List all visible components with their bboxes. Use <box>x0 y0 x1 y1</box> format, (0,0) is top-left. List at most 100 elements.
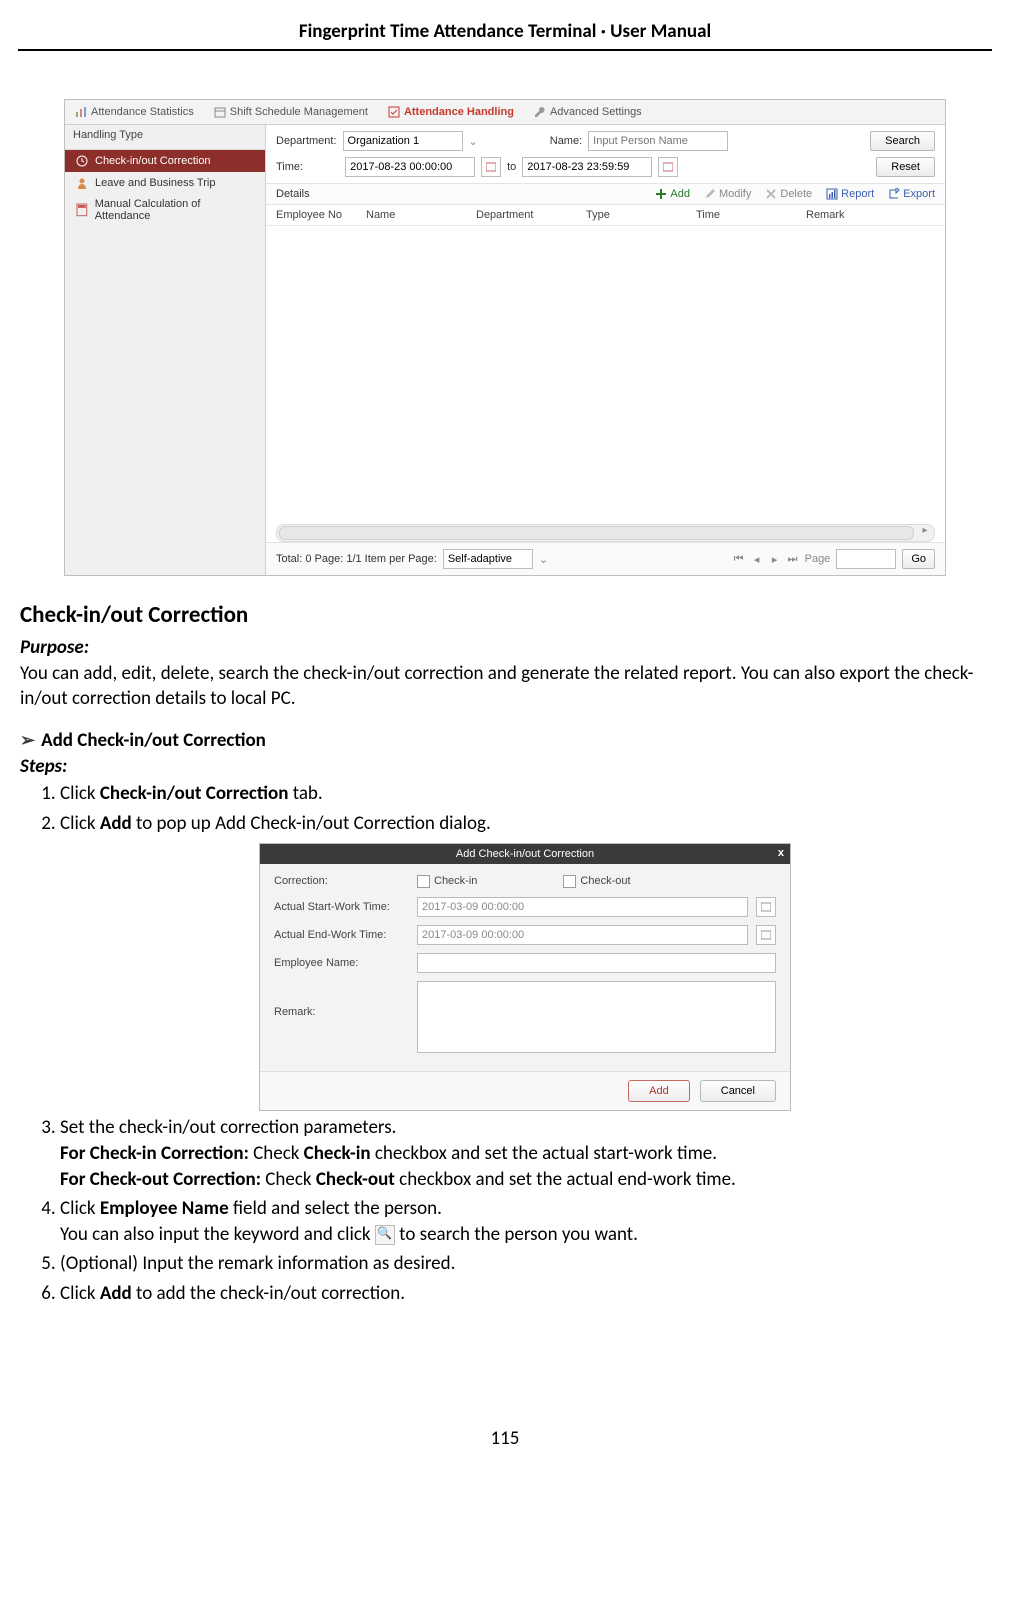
horizontal-scrollbar[interactable]: ◂ ▸ <box>276 524 935 542</box>
tab-advanced-settings[interactable]: Advanced Settings <box>524 100 652 124</box>
scroll-right-icon[interactable]: ▸ <box>918 525 932 539</box>
checkbox-icon <box>563 875 576 888</box>
text: Set the check-in/out correction paramete… <box>60 1116 396 1139</box>
checkin-label: Check-in <box>434 874 477 889</box>
step-4: Click Employee Name field and select the… <box>60 1196 990 1247</box>
status-total: Total: 0 Page: 1/1 Item per Page: <box>276 553 437 565</box>
text-bold: For Check-out Correction: <box>60 1168 265 1191</box>
page-nav: ⏮ ◂ ▸ ⏭ Page Go <box>733 549 935 569</box>
text: to search the person you want. <box>395 1223 638 1246</box>
dialog-cancel-button[interactable]: Cancel <box>700 1080 776 1102</box>
export-label: Export <box>903 188 935 200</box>
name-label: Name: <box>550 135 582 147</box>
calculator-icon <box>75 203 89 217</box>
employee-name-input[interactable] <box>417 953 776 973</box>
tab-attendance-statistics[interactable]: Attendance Statistics <box>65 100 204 124</box>
calendar-icon[interactable] <box>756 897 776 917</box>
text: Click <box>60 812 100 835</box>
tab-label: Attendance Handling <box>404 106 514 118</box>
text-bold: For Check-in Correction: <box>60 1142 253 1165</box>
reset-button[interactable]: Reset <box>876 157 935 177</box>
step-2: Click Add to pop up Add Check-in/out Cor… <box>60 811 990 1111</box>
steps-list: Click Check-in/out Correction tab. Click… <box>20 781 990 1306</box>
tab-label: Attendance Statistics <box>91 106 194 118</box>
col-time: Time <box>696 209 806 221</box>
col-employee-no: Employee No <box>276 209 366 221</box>
x-icon <box>765 188 777 200</box>
text: to pop up Add Check-in/out Correction di… <box>132 812 491 835</box>
dept-select[interactable] <box>343 131 463 151</box>
col-name: Name <box>366 209 476 221</box>
report-button[interactable]: Report <box>826 188 874 200</box>
dialog-add-button[interactable]: Add <box>628 1080 690 1102</box>
text: checkbox and set the actual start-work t… <box>371 1142 717 1165</box>
purpose-label: Purpose: <box>20 636 89 659</box>
go-button[interactable]: Go <box>902 549 935 569</box>
steps-label: Steps: <box>20 755 67 778</box>
text: Click <box>60 1282 100 1305</box>
clock-icon <box>75 154 89 168</box>
checkout-checkbox[interactable]: Check-out <box>563 874 630 889</box>
page-label: Page <box>805 553 831 565</box>
start-time-label: Actual Start-Work Time: <box>274 900 409 915</box>
items-per-page-select[interactable] <box>443 549 533 569</box>
add-button[interactable]: Add <box>655 188 690 200</box>
tab-label: Advanced Settings <box>550 106 642 118</box>
calendar-icon[interactable] <box>481 157 501 177</box>
text-bold: Check-out <box>316 1168 395 1191</box>
text-bold: Employee Name <box>100 1197 229 1220</box>
pencil-icon <box>704 188 716 200</box>
section-title: Check-in/out Correction <box>20 600 990 631</box>
step-6: Click Add to add the check-in/out correc… <box>60 1281 990 1307</box>
status-bar: Total: 0 Page: 1/1 Item per Page: ⌄ ⏮ ◂ … <box>266 542 945 575</box>
text: checkbox and set the actual end-work tim… <box>395 1168 736 1191</box>
time-to-input[interactable] <box>522 157 652 177</box>
end-time-input[interactable] <box>417 925 748 945</box>
prev-page-icon[interactable]: ◂ <box>751 553 763 566</box>
handling-icon <box>388 106 400 118</box>
start-time-input[interactable] <box>417 897 748 917</box>
sidebar: Handling Type Check-in/out Correction Le… <box>65 125 266 575</box>
text: Click <box>60 1197 100 1220</box>
person-icon <box>75 176 89 190</box>
sidebar-item-leave[interactable]: Leave and Business Trip <box>65 172 265 194</box>
text: field and select the person. <box>229 1197 442 1220</box>
main-pane: Department: ⌄ Name: Search Time: to <box>266 125 945 575</box>
name-input[interactable] <box>588 131 728 151</box>
export-button[interactable]: Export <box>888 188 935 200</box>
export-icon <box>888 188 900 200</box>
tab-shift-schedule[interactable]: Shift Schedule Management <box>204 100 378 124</box>
text: You can also input the keyword and click <box>60 1223 375 1246</box>
first-page-icon[interactable]: ⏮ <box>733 553 745 566</box>
time-from-input[interactable] <box>345 157 475 177</box>
last-page-icon[interactable]: ⏭ <box>787 553 799 566</box>
add-label: Add <box>670 188 690 200</box>
calendar-icon[interactable] <box>756 925 776 945</box>
tab-label: Shift Schedule Management <box>230 106 368 118</box>
calendar-icon[interactable] <box>658 157 678 177</box>
app-window: Attendance Statistics Shift Schedule Man… <box>64 99 946 576</box>
time-label: Time: <box>276 161 303 173</box>
step-5: (Optional) Input the remark information … <box>60 1251 990 1277</box>
tab-attendance-handling[interactable]: Attendance Handling <box>378 100 524 124</box>
checkout-label: Check-out <box>580 874 630 889</box>
delete-button[interactable]: Delete <box>765 188 812 200</box>
purpose-text: You can add, edit, delete, search the ch… <box>20 661 990 712</box>
sidebar-item-manual-calc[interactable]: Manual Calculation of Attendance <box>65 194 265 226</box>
col-department: Department <box>476 209 586 221</box>
close-icon[interactable]: x <box>778 846 784 861</box>
text: to add the check-in/out correction. <box>132 1282 405 1305</box>
remark-textarea[interactable] <box>417 981 776 1053</box>
search-button[interactable]: Search <box>870 131 935 151</box>
scroll-thumb[interactable] <box>279 526 914 540</box>
page-header: Fingerprint Time Attendance Terminal · U… <box>18 20 992 51</box>
next-page-icon[interactable]: ▸ <box>769 553 781 566</box>
checkin-checkbox[interactable]: Check-in <box>417 874 477 889</box>
dialog-title-bar: Add Check-in/out Correction x <box>260 844 790 865</box>
sidebar-item-checkin-correction[interactable]: Check-in/out Correction <box>65 150 265 172</box>
plus-icon <box>655 188 667 200</box>
page-input[interactable] <box>836 549 896 569</box>
modify-button[interactable]: Modify <box>704 188 751 200</box>
to-label: to <box>507 161 516 173</box>
step-3: Set the check-in/out correction paramete… <box>60 1115 990 1192</box>
